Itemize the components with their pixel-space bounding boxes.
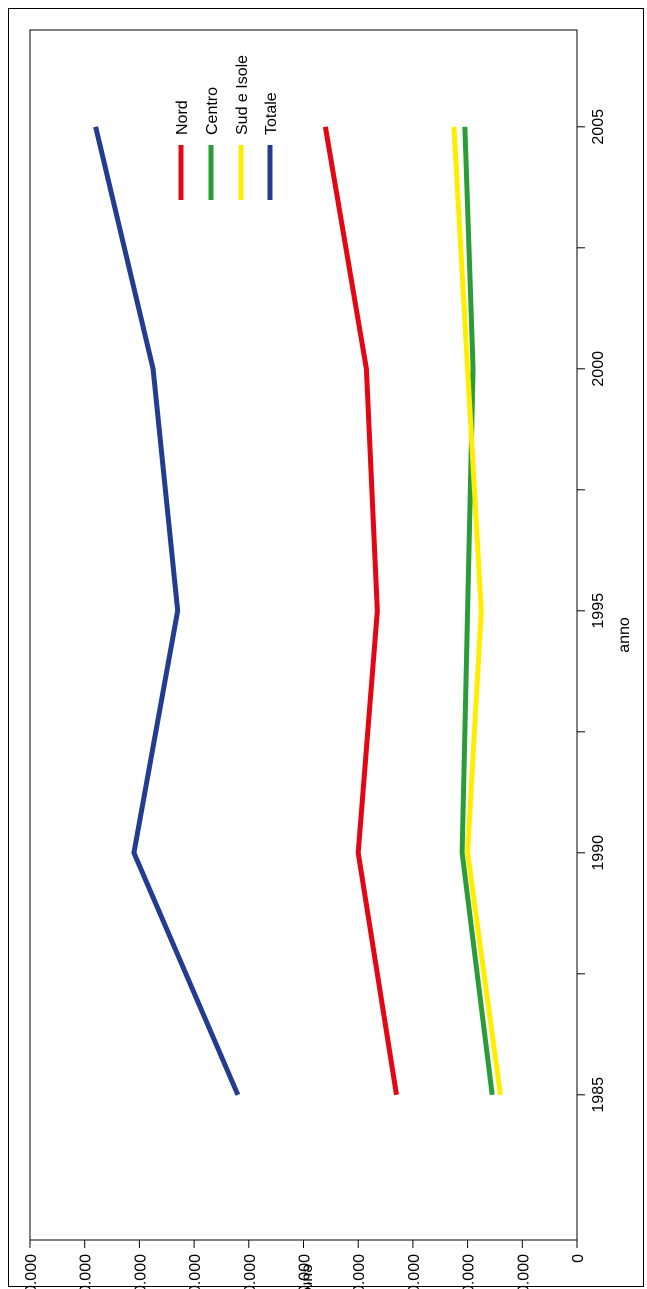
legend-label: Sud e Isole bbox=[234, 55, 251, 135]
x-tick-label: 1990 bbox=[590, 835, 607, 871]
axis-titles: anno euro bbox=[300, 617, 634, 1289]
legend-label: Totale bbox=[263, 92, 280, 135]
y-tick-label: 80.000 bbox=[132, 1254, 149, 1289]
series-line-sud-e-isole bbox=[451, 126, 503, 1096]
x-axis-title: anno bbox=[616, 617, 633, 653]
x-axis: 1985 1990 1995 2000 2005 bbox=[577, 109, 607, 1113]
y-tick-label: 70.000 bbox=[187, 1254, 204, 1289]
series-line-nord bbox=[322, 126, 399, 1096]
y-axis: 0 10.000 20.000 30.000 40.000 50.000 60.000 70.… bbox=[23, 1240, 587, 1289]
y-tick-label: 90.000 bbox=[78, 1254, 95, 1289]
y-tick-label: 20.000 bbox=[461, 1254, 478, 1289]
y-tick-label: 50.000 bbox=[297, 1254, 314, 1289]
x-tick-label: 2005 bbox=[590, 109, 607, 145]
legend: Nord Centro Sud e Isole Totale bbox=[174, 55, 280, 200]
y-tick-label: 0 bbox=[570, 1254, 587, 1263]
y-tick-label: 60.000 bbox=[242, 1254, 259, 1289]
y-axis-title: euro bbox=[300, 1264, 317, 1289]
x-tick-label: 1995 bbox=[590, 593, 607, 629]
y-tick-label: 100.000 bbox=[23, 1254, 40, 1289]
y-tick-label: 10.000 bbox=[515, 1254, 532, 1289]
chart-frame bbox=[8, 8, 644, 1287]
series-line-centro bbox=[459, 126, 495, 1096]
y-tick-label: 40.000 bbox=[351, 1254, 368, 1289]
x-tick-label: 2000 bbox=[590, 351, 607, 387]
series-layer bbox=[93, 126, 503, 1096]
y-tick-label: 30.000 bbox=[406, 1254, 423, 1289]
legend-label: Centro bbox=[204, 87, 221, 135]
series-line-totale bbox=[93, 126, 241, 1096]
x-tick-label: 1985 bbox=[590, 1077, 607, 1113]
legend-label: Nord bbox=[174, 100, 191, 135]
